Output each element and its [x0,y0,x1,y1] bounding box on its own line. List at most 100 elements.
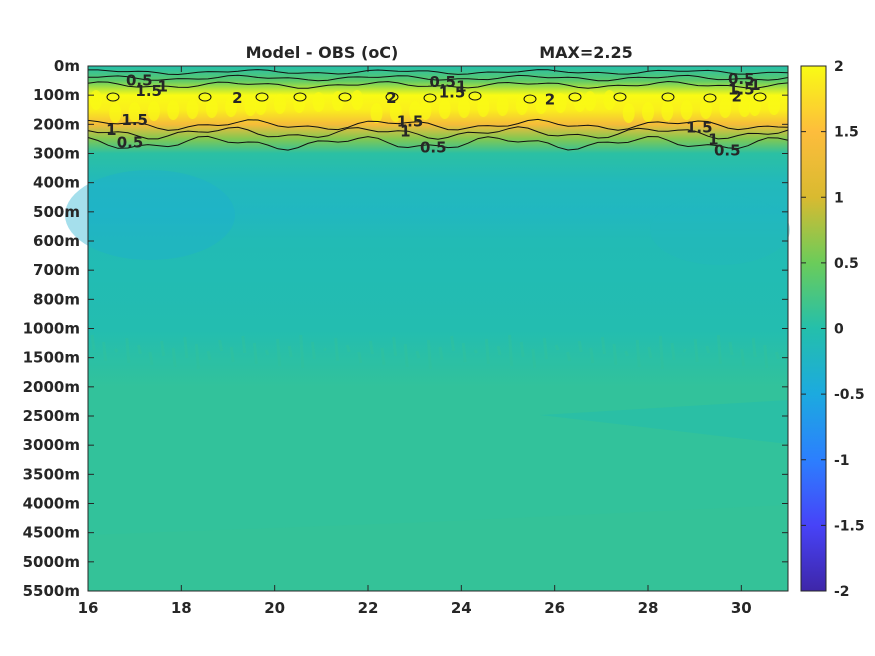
field-texture [65,90,790,591]
texture-streak [473,349,479,354]
y-tick-label: 2000m [23,378,80,396]
warm-speckle [603,90,616,110]
contour-loop-10 [613,92,627,102]
texture-streak [531,348,537,369]
texture-streak [392,336,398,357]
texture-streak [751,337,757,358]
texture-streak [716,334,722,365]
warm-speckle [370,103,383,123]
texture-streak [763,344,769,369]
contour-line-4 [87,126,789,140]
warm-speckle [719,98,732,118]
warm-speckle [419,100,432,120]
texture-streak [647,346,653,359]
cold-patch [65,170,235,260]
colorbar-tick-label: -0.5 [834,387,865,403]
texture-streak [438,346,444,361]
warm-speckle [409,101,422,121]
texture-streak [519,341,525,358]
texture-streak [693,338,699,363]
contour-label: 1.5 [728,80,755,98]
texture-streak [264,349,270,356]
contour-label: 1.5 [686,118,713,136]
warm-speckle [438,99,451,119]
texture-streak [160,340,166,357]
warm-speckle [331,91,344,111]
y-tick-label: 400m [33,174,80,192]
warm-speckle [738,97,751,117]
x-tick-label: 16 [78,599,99,617]
colorbar-tick-label: -1 [834,453,850,469]
texture-streak [554,344,560,351]
contour-label: 1 [157,77,167,95]
y-tick-label: 2500m [23,407,80,425]
y-tick-label: 4500m [23,524,80,542]
y-tick-label: 300m [33,145,80,163]
y-tick-label: 200m [33,115,80,133]
texture-streak [229,346,235,363]
plot-field [88,66,788,591]
texture-streak [357,351,363,364]
contour-label: 1.5 [135,82,162,100]
warm-speckle [128,102,141,122]
warm-speckle [293,93,306,113]
contour-label: 1 [400,123,410,141]
contour-loop-3 [293,92,307,102]
texture-streak [682,348,687,353]
warm-speckle [515,95,528,115]
contour-labels: 0.5 11.5 20.5 11.52 20.511.521.510.51.510.51… [106,70,760,160]
contour-label: 2 [731,88,741,106]
warm-speckle [535,94,548,114]
warm-speckle [205,98,218,118]
contour-loop-2 [255,92,269,102]
x-axis: 16 18 20 22 24 26 28 30 [78,66,752,617]
texture-streak [218,339,224,352]
texture-streak [194,343,200,370]
y-tick-label: 4000m [23,495,80,513]
warm-speckle [554,93,567,113]
warm-speckle [389,102,402,122]
contour-line-1 [88,74,789,82]
contour-label: 1.5 [439,83,466,101]
warm-speckle [274,94,286,114]
texture-streak [450,335,456,352]
texture-streak [728,341,734,356]
contour-label: 0.5 [714,142,741,160]
texture-streak [415,350,421,359]
contour-label: 2 [545,91,555,109]
contour-label: 1 [456,77,466,95]
texture-streak [334,337,340,362]
colorbar-tick-label: 1 [834,190,844,206]
texture-streak [310,341,316,360]
warm-speckle [573,92,586,112]
contour-label: 0.5 [429,73,456,91]
x-tick-label: 18 [171,599,192,617]
texture-streak [542,337,548,360]
texture-streak [323,347,327,352]
texture-streak [148,351,154,366]
texture-streak [589,347,595,364]
y-tick-label: 500m [33,203,80,221]
y-tick-label: 800m [33,290,80,308]
contour-label: 1.5 [121,111,148,129]
deep-wedge [540,400,788,444]
contour-label: 0.5 [420,139,447,157]
contour-loop-8 [523,94,537,104]
texture-streak [206,350,212,361]
texture-streak [299,334,305,369]
contour-loop-12 [703,93,717,103]
warm-speckle [312,92,325,112]
texture-streak [171,347,177,368]
texture-streak [252,342,258,365]
warm-speckle [699,99,712,119]
texture-streak [670,342,676,361]
contour-loop-5 [385,92,399,102]
warm-speckle [477,97,490,117]
y-tick-label: 5500m [23,582,80,600]
contour-loop-13 [753,92,767,102]
contour-label: 1 [750,76,760,94]
warm-speckle [90,90,102,110]
deep-band [88,505,788,591]
warm-speckle [496,96,509,116]
y-tick-label: 5000m [23,553,80,571]
